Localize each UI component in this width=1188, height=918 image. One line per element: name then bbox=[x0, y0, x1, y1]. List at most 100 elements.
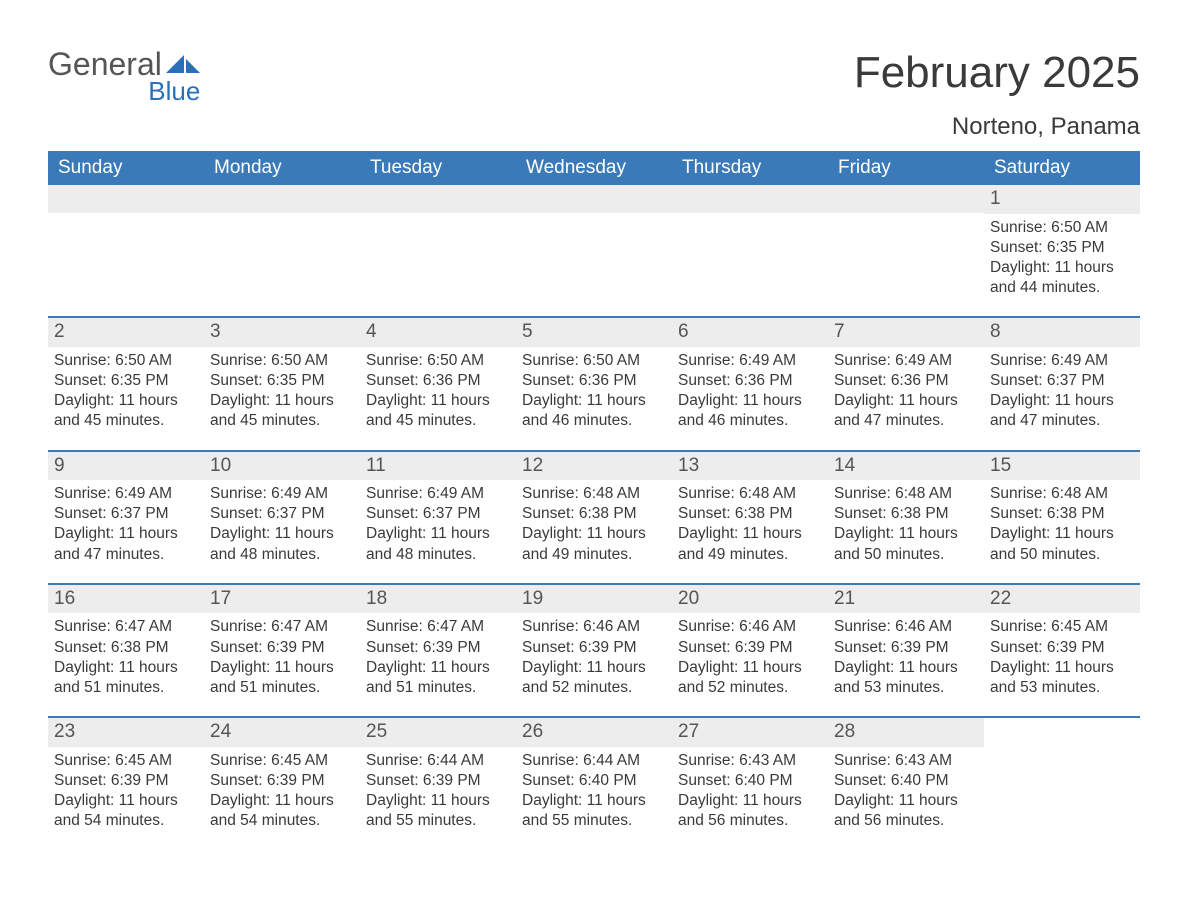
empty-day bbox=[828, 185, 984, 213]
daylight-line: Daylight: 11 hours and 56 minutes. bbox=[678, 791, 822, 831]
day-details: Sunrise: 6:46 AMSunset: 6:39 PMDaylight:… bbox=[672, 613, 828, 698]
empty-day bbox=[204, 185, 360, 213]
calendar-cell: 9Sunrise: 6:49 AMSunset: 6:37 PMDaylight… bbox=[48, 452, 204, 565]
day-details: Sunrise: 6:46 AMSunset: 6:39 PMDaylight:… bbox=[516, 613, 672, 698]
sunset-line: Sunset: 6:39 PM bbox=[678, 638, 822, 658]
day-details: Sunrise: 6:49 AMSunset: 6:37 PMDaylight:… bbox=[360, 480, 516, 565]
sunrise-line: Sunrise: 6:50 AM bbox=[366, 351, 510, 371]
day-details: Sunrise: 6:50 AMSunset: 6:35 PMDaylight:… bbox=[204, 347, 360, 432]
calendar: SundayMondayTuesdayWednesdayThursdayFrid… bbox=[48, 151, 1140, 831]
day-header-sunday: Sunday bbox=[48, 151, 204, 185]
sunrise-line: Sunrise: 6:43 AM bbox=[678, 751, 822, 771]
day-header-wednesday: Wednesday bbox=[516, 151, 672, 185]
calendar-cell: 1Sunrise: 6:50 AMSunset: 6:35 PMDaylight… bbox=[984, 185, 1140, 298]
sunset-line: Sunset: 6:38 PM bbox=[678, 504, 822, 524]
sunrise-line: Sunrise: 6:47 AM bbox=[366, 617, 510, 637]
day-number: 18 bbox=[360, 585, 516, 614]
empty-day bbox=[360, 185, 516, 213]
daylight-line: Daylight: 11 hours and 53 minutes. bbox=[990, 658, 1134, 698]
sunrise-line: Sunrise: 6:50 AM bbox=[210, 351, 354, 371]
day-header-friday: Friday bbox=[828, 151, 984, 185]
daylight-line: Daylight: 11 hours and 55 minutes. bbox=[366, 791, 510, 831]
daylight-line: Daylight: 11 hours and 52 minutes. bbox=[522, 658, 666, 698]
day-number: 5 bbox=[516, 318, 672, 347]
daylight-line: Daylight: 11 hours and 46 minutes. bbox=[678, 391, 822, 431]
day-details: Sunrise: 6:44 AMSunset: 6:40 PMDaylight:… bbox=[516, 747, 672, 832]
day-details: Sunrise: 6:47 AMSunset: 6:38 PMDaylight:… bbox=[48, 613, 204, 698]
day-header-monday: Monday bbox=[204, 151, 360, 185]
sunrise-line: Sunrise: 6:46 AM bbox=[834, 617, 978, 637]
day-number: 12 bbox=[516, 452, 672, 481]
daylight-line: Daylight: 11 hours and 48 minutes. bbox=[210, 524, 354, 564]
day-details: Sunrise: 6:48 AMSunset: 6:38 PMDaylight:… bbox=[516, 480, 672, 565]
day-number: 20 bbox=[672, 585, 828, 614]
day-details: Sunrise: 6:48 AMSunset: 6:38 PMDaylight:… bbox=[828, 480, 984, 565]
daylight-line: Daylight: 11 hours and 49 minutes. bbox=[678, 524, 822, 564]
calendar-cell: 25Sunrise: 6:44 AMSunset: 6:39 PMDayligh… bbox=[360, 718, 516, 831]
calendar-cell: 27Sunrise: 6:43 AMSunset: 6:40 PMDayligh… bbox=[672, 718, 828, 831]
daylight-line: Daylight: 11 hours and 51 minutes. bbox=[54, 658, 198, 698]
daylight-line: Daylight: 11 hours and 47 minutes. bbox=[990, 391, 1134, 431]
sunset-line: Sunset: 6:35 PM bbox=[54, 371, 198, 391]
day-number: 25 bbox=[360, 718, 516, 747]
empty-day bbox=[672, 185, 828, 213]
sunset-line: Sunset: 6:35 PM bbox=[210, 371, 354, 391]
day-number: 21 bbox=[828, 585, 984, 614]
sunset-line: Sunset: 6:37 PM bbox=[210, 504, 354, 524]
calendar-cell bbox=[672, 185, 828, 298]
daylight-line: Daylight: 11 hours and 45 minutes. bbox=[210, 391, 354, 431]
day-number: 24 bbox=[204, 718, 360, 747]
sunset-line: Sunset: 6:39 PM bbox=[54, 771, 198, 791]
calendar-cell: 23Sunrise: 6:45 AMSunset: 6:39 PMDayligh… bbox=[48, 718, 204, 831]
calendar-cell: 2Sunrise: 6:50 AMSunset: 6:35 PMDaylight… bbox=[48, 318, 204, 431]
day-details: Sunrise: 6:43 AMSunset: 6:40 PMDaylight:… bbox=[828, 747, 984, 832]
calendar-cell: 24Sunrise: 6:45 AMSunset: 6:39 PMDayligh… bbox=[204, 718, 360, 831]
day-details: Sunrise: 6:50 AMSunset: 6:36 PMDaylight:… bbox=[516, 347, 672, 432]
day-number: 4 bbox=[360, 318, 516, 347]
day-details: Sunrise: 6:49 AMSunset: 6:36 PMDaylight:… bbox=[828, 347, 984, 432]
day-number: 26 bbox=[516, 718, 672, 747]
day-details: Sunrise: 6:43 AMSunset: 6:40 PMDaylight:… bbox=[672, 747, 828, 832]
sunset-line: Sunset: 6:40 PM bbox=[834, 771, 978, 791]
empty-day bbox=[516, 185, 672, 213]
calendar-cell: 10 Sunrise: 6:49 AMSunset: 6:37 PMDayligh… bbox=[204, 452, 360, 565]
day-details: Sunrise: 6:49 AMSunset: 6:37 PMDaylight:… bbox=[48, 480, 204, 565]
calendar-cell: 19Sunrise: 6:46 AMSunset: 6:39 PMDayligh… bbox=[516, 585, 672, 698]
calendar-cell bbox=[48, 185, 204, 298]
daylight-line: Daylight: 11 hours and 54 minutes. bbox=[210, 791, 354, 831]
day-number: 28 bbox=[828, 718, 984, 747]
sunset-line: Sunset: 6:39 PM bbox=[834, 638, 978, 658]
day-details: Sunrise: 6:50 AMSunset: 6:36 PMDaylight:… bbox=[360, 347, 516, 432]
daylight-line: Daylight: 11 hours and 50 minutes. bbox=[990, 524, 1134, 564]
sunset-line: Sunset: 6:39 PM bbox=[210, 638, 354, 658]
day-number: 10 bbox=[204, 452, 360, 481]
daylight-line: Daylight: 11 hours and 52 minutes. bbox=[678, 658, 822, 698]
day-details: Sunrise: 6:49 AMSunset: 6:36 PMDaylight:… bbox=[672, 347, 828, 432]
day-number: 2 bbox=[48, 318, 204, 347]
calendar-cell bbox=[360, 185, 516, 298]
day-number: 13 bbox=[672, 452, 828, 481]
day-number: 9 bbox=[48, 452, 204, 481]
logo: General Blue bbox=[48, 48, 200, 107]
sunrise-line: Sunrise: 6:49 AM bbox=[834, 351, 978, 371]
calendar-cell bbox=[516, 185, 672, 298]
sunset-line: Sunset: 6:37 PM bbox=[990, 371, 1134, 391]
calendar-cell: 15Sunrise: 6:48 AMSunset: 6:38 PMDayligh… bbox=[984, 452, 1140, 565]
sunrise-line: Sunrise: 6:49 AM bbox=[366, 484, 510, 504]
daylight-line: Daylight: 11 hours and 55 minutes. bbox=[522, 791, 666, 831]
week-row: 16Sunrise: 6:47 AMSunset: 6:38 PMDayligh… bbox=[48, 583, 1140, 698]
day-header-saturday: Saturday bbox=[984, 151, 1140, 185]
day-details: Sunrise: 6:50 AMSunset: 6:35 PMDaylight:… bbox=[48, 347, 204, 432]
daylight-line: Daylight: 11 hours and 48 minutes. bbox=[366, 524, 510, 564]
daylight-line: Daylight: 11 hours and 46 minutes. bbox=[522, 391, 666, 431]
sunrise-line: Sunrise: 6:49 AM bbox=[210, 484, 354, 504]
calendar-cell bbox=[984, 718, 1140, 831]
sunset-line: Sunset: 6:38 PM bbox=[990, 504, 1134, 524]
day-details: Sunrise: 6:45 AMSunset: 6:39 PMDaylight:… bbox=[984, 613, 1140, 698]
week-row: 1Sunrise: 6:50 AMSunset: 6:35 PMDaylight… bbox=[48, 185, 1140, 298]
sunset-line: Sunset: 6:38 PM bbox=[834, 504, 978, 524]
day-details: Sunrise: 6:45 AMSunset: 6:39 PMDaylight:… bbox=[48, 747, 204, 832]
page-title: February 2025 bbox=[854, 48, 1140, 98]
location-subtitle: Norteno, Panama bbox=[48, 113, 1140, 141]
day-header-tuesday: Tuesday bbox=[360, 151, 516, 185]
